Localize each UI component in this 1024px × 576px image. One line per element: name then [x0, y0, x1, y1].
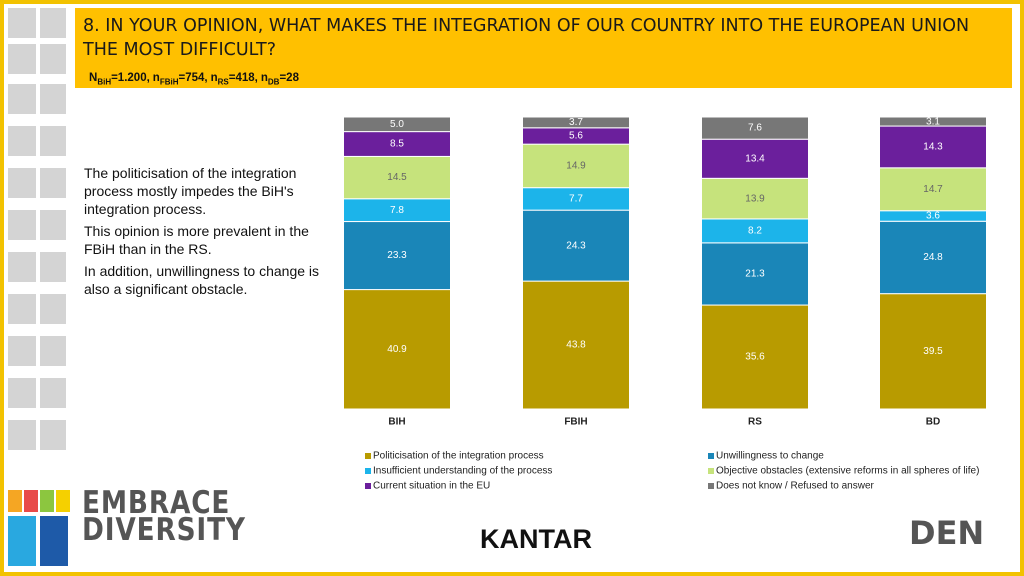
bar-segment [343, 289, 451, 410]
data-label: 43.8 [566, 340, 586, 351]
x-tick-label: BIH [388, 417, 405, 428]
bar-segment [343, 221, 451, 291]
data-label: 13.9 [745, 193, 765, 204]
data-label: 39.5 [923, 346, 943, 357]
legend-label: Does not know / Refused to answer [716, 481, 875, 492]
data-label: 14.7 [923, 184, 943, 195]
legend-swatch [708, 453, 714, 459]
sample-size: NBiH=1.200, [89, 72, 150, 87]
legend-swatch [365, 453, 371, 459]
bar-segment [522, 209, 630, 282]
data-label: 24.8 [923, 252, 943, 263]
logo-text: EMBRACE [82, 485, 231, 521]
sample-size: nDB=28 [260, 72, 299, 87]
sample-value: =754, [178, 72, 208, 84]
data-label: 3.6 [926, 211, 940, 222]
bar-segment [701, 304, 809, 410]
sample-symbol: N [89, 72, 98, 84]
data-label: 3.1 [926, 117, 940, 128]
bar-segment [343, 155, 451, 200]
data-label: 40.9 [387, 344, 407, 355]
data-label: 5.0 [390, 119, 404, 130]
note: In addition, unwillingness to change is … [84, 263, 320, 297]
data-label: 5.6 [569, 131, 583, 142]
bar-segment [343, 131, 451, 157]
legend-swatch [365, 468, 371, 474]
chart: 40.9 23.3 7.8 14.5 8.5 5.0 BIH 43.8 24.3 7.7 14.9 5… [8, 8, 987, 566]
sample-subscript: DB [267, 77, 280, 87]
legend-swatch [365, 483, 371, 489]
data-label: 23.3 [387, 250, 407, 261]
note: The politicisation of the integration pr… [84, 165, 297, 217]
bar-segment [879, 125, 987, 169]
bar-segment [879, 116, 987, 127]
bar-segment [701, 177, 809, 220]
data-label: 14.5 [387, 172, 407, 183]
data-label: 7.8 [390, 205, 404, 216]
data-label: 14.9 [566, 161, 586, 172]
data-label: 24.3 [566, 240, 586, 251]
logo: DEN [909, 514, 985, 552]
x-tick-label: BD [926, 417, 940, 428]
bar-segment [701, 116, 809, 140]
legend-label: Unwillingness to change [716, 451, 824, 462]
data-label: 8.5 [390, 139, 404, 150]
logo: EMBRACE DIVERSITY [82, 485, 246, 548]
side-decoration [8, 8, 70, 566]
logo: KANTAR [480, 524, 592, 554]
bar-segment [879, 167, 987, 212]
sample-value: =418, [228, 72, 258, 84]
legend-label: Current situation in the EU [373, 481, 490, 492]
sample-size: nRS=418, [210, 72, 258, 87]
bar-segment [522, 116, 630, 129]
data-label: 13.4 [745, 153, 765, 164]
bar-segment [879, 293, 987, 410]
sample-symbol: n [260, 72, 268, 84]
legend-swatch [708, 468, 714, 474]
sample-subscript: BiH [97, 77, 112, 87]
data-label: 14.3 [923, 142, 943, 153]
data-label: 21.3 [745, 269, 765, 280]
x-tick-label: RS [748, 417, 762, 428]
data-label: 3.7 [569, 117, 583, 128]
legend-label: Insufficient understanding of the proces… [373, 466, 552, 477]
data-label: 35.6 [745, 352, 765, 363]
data-label: 8.2 [748, 226, 762, 237]
sample-symbol: n [210, 72, 218, 84]
sample-value: =28 [279, 72, 299, 84]
sample-sizes: NBiH=1.200, nFBiH=754, nRS=418, nDB=28 [89, 72, 302, 86]
logo-text: DIVERSITY [82, 512, 246, 548]
sample-size: nFBiH=754, [152, 72, 208, 87]
legend-label: Politicisation of the integration proces… [373, 451, 544, 462]
bar-segment [522, 280, 630, 410]
notes: The politicisation of the integration pr… [84, 164, 334, 302]
bar-segment [343, 116, 451, 133]
legend-label: Objective obstacles (extensive reforms i… [716, 466, 979, 477]
bar-segment [701, 242, 809, 306]
note: This opinion is more prevalent in the FB… [84, 223, 309, 257]
x-tick-label: FBIH [564, 417, 587, 428]
header: 8. IN YOUR OPINION, WHAT MAKES THE INTEG… [75, 8, 1012, 88]
sample-subscript: FBiH [159, 77, 179, 87]
legend-swatch [708, 483, 714, 489]
data-label: 7.6 [748, 123, 762, 134]
sample-value: =1.200, [111, 72, 150, 84]
sample-subscript: RS [217, 77, 229, 87]
sample-symbol: n [152, 72, 160, 84]
data-label: 7.7 [569, 194, 583, 205]
chart-title: 8. IN YOUR OPINION, WHAT MAKES THE INTEG… [83, 16, 970, 60]
bar-segment [522, 143, 630, 189]
